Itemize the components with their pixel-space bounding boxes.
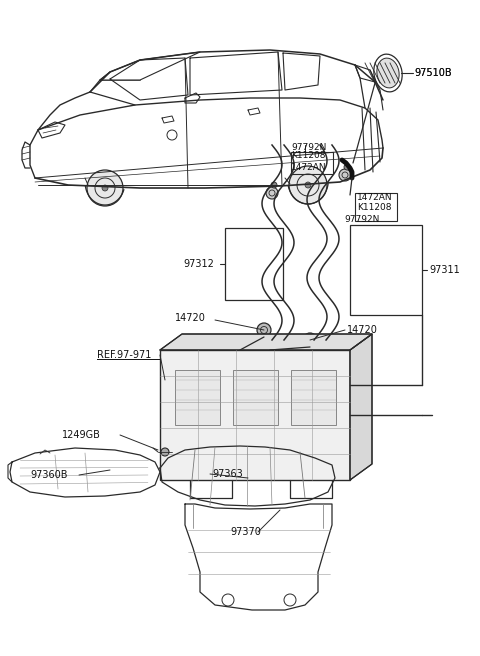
- Text: 97311: 97311: [429, 265, 460, 275]
- Text: 97360B: 97360B: [30, 470, 68, 480]
- Text: 97510B: 97510B: [414, 68, 452, 78]
- Text: 97510B: 97510B: [414, 68, 452, 78]
- FancyBboxPatch shape: [160, 350, 350, 480]
- Circle shape: [271, 182, 277, 188]
- Circle shape: [266, 187, 278, 199]
- Circle shape: [303, 333, 317, 347]
- Text: 1472AN: 1472AN: [357, 192, 393, 201]
- Circle shape: [305, 182, 311, 188]
- Ellipse shape: [374, 54, 402, 92]
- FancyBboxPatch shape: [175, 370, 220, 425]
- Text: 97792N: 97792N: [291, 142, 326, 152]
- Circle shape: [339, 169, 351, 181]
- Circle shape: [344, 164, 350, 170]
- Text: 14720: 14720: [175, 313, 206, 323]
- Text: 97363: 97363: [212, 469, 243, 479]
- FancyBboxPatch shape: [291, 370, 336, 425]
- Circle shape: [289, 166, 327, 204]
- Ellipse shape: [377, 58, 399, 88]
- Text: 97792N: 97792N: [344, 216, 379, 224]
- Text: 1249GB: 1249GB: [62, 430, 101, 440]
- Circle shape: [102, 185, 108, 191]
- Text: 1472AN: 1472AN: [291, 163, 326, 171]
- Text: K11208: K11208: [357, 203, 392, 213]
- Text: REF.97-971: REF.97-971: [97, 350, 151, 360]
- Text: 97312: 97312: [183, 259, 214, 269]
- Text: 97370: 97370: [230, 527, 261, 537]
- Circle shape: [87, 170, 123, 206]
- Circle shape: [161, 448, 169, 456]
- Polygon shape: [350, 334, 372, 480]
- Text: K11208: K11208: [291, 152, 325, 161]
- Polygon shape: [160, 334, 372, 350]
- FancyBboxPatch shape: [233, 370, 278, 425]
- Circle shape: [257, 323, 271, 337]
- Text: 14720: 14720: [347, 325, 378, 335]
